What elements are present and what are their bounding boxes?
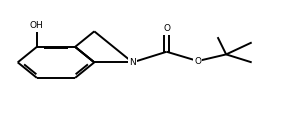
Text: OH: OH xyxy=(30,21,44,30)
Text: O: O xyxy=(194,57,201,66)
Text: N: N xyxy=(129,58,136,67)
Text: O: O xyxy=(163,24,170,33)
